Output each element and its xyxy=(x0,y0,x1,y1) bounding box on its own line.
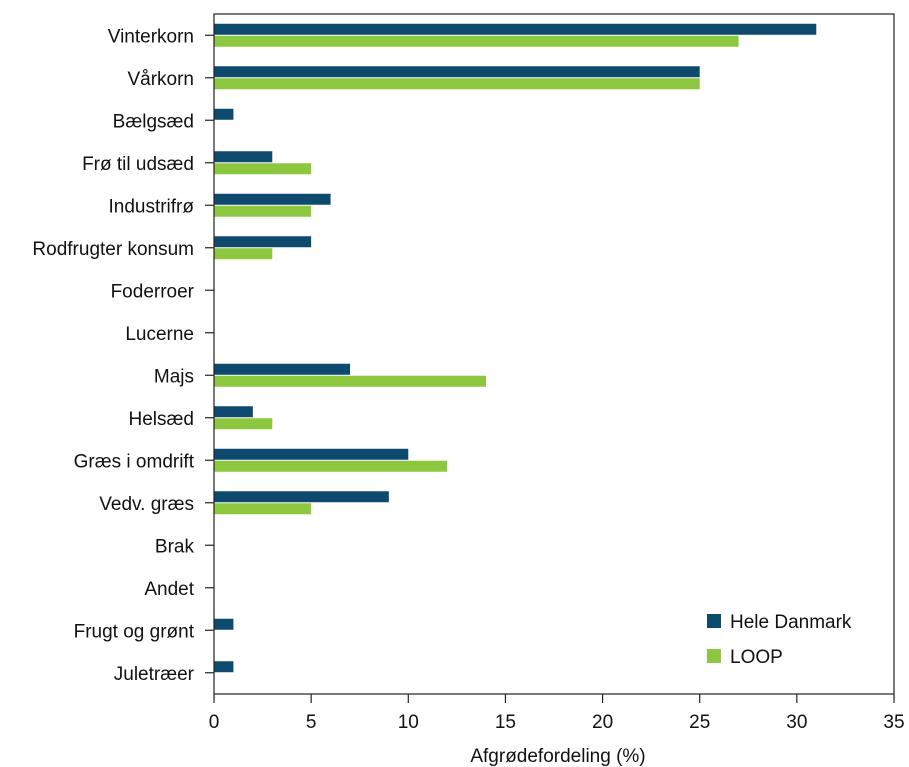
bar-hele-danmark-va-rkorn xyxy=(214,66,700,78)
x-tick-label-10: 10 xyxy=(398,712,419,733)
bar-hele-danmark-frugt-og-gr-nt xyxy=(214,618,234,630)
bar-loop-va-rkorn xyxy=(214,78,700,90)
bar-hele-danmark-juletr-er xyxy=(214,661,234,673)
legend-swatch-hele-danmark xyxy=(707,614,721,628)
bar-loop-gr-s-i-omdrift xyxy=(214,460,448,472)
category-label-gr-s-i-omdrift: Græs i omdrift xyxy=(74,451,195,472)
x-tick-label-35: 35 xyxy=(883,712,904,733)
bar-loop-majs xyxy=(214,375,486,387)
x-tick-label-5: 5 xyxy=(306,712,317,733)
x-axis-title: Afgrødefordeling (%) xyxy=(470,746,645,767)
bar-loop-fr-til-uds-d xyxy=(214,163,312,175)
category-label-rodfrugter-konsum: Rodfrugter konsum xyxy=(32,239,194,260)
plot-frame xyxy=(213,13,895,695)
category-label-hels-d: Helsæd xyxy=(129,409,194,430)
bar-loop-vinterkorn xyxy=(214,35,739,47)
bar-hele-danmark-b-lgs-d xyxy=(214,108,234,120)
bar-hele-danmark-industrifr xyxy=(214,193,331,205)
x-tick-label-0: 0 xyxy=(209,712,220,733)
labels-layer: Vinterkorn Vårkorn Bælgsæd Frø til udsæd Ind… xyxy=(32,26,904,733)
bar-hele-danmark-vedv-gr-s xyxy=(214,491,389,503)
bar-hele-danmark-majs xyxy=(214,363,350,375)
category-label-lucerne: Lucerne xyxy=(125,324,194,345)
x-tick-label-15: 15 xyxy=(495,712,516,733)
category-label-vinterkorn: Vinterkorn xyxy=(108,26,194,47)
category-label-brak: Brak xyxy=(155,536,195,557)
category-label-va-rkorn: Vårkorn xyxy=(127,69,194,90)
category-label-majs: Majs xyxy=(154,366,194,387)
legend: Hele Danmark LOOP xyxy=(707,612,852,668)
bar-hele-danmark-hels-d xyxy=(214,406,253,418)
category-label-b-lgs-d: Bælgsæd xyxy=(113,111,194,132)
x-tick-label-30: 30 xyxy=(786,712,807,733)
bar-hele-danmark-gr-s-i-omdrift xyxy=(214,448,409,460)
bars-layer xyxy=(214,23,817,673)
category-label-foderroer: Foderroer xyxy=(111,281,195,302)
x-tick-label-25: 25 xyxy=(689,712,710,733)
category-label-vedv-gr-s: Vedv. græs xyxy=(99,494,194,515)
category-label-juletr-er: Juletræer xyxy=(114,664,195,685)
category-label-andet: Andet xyxy=(144,579,194,600)
bar-hele-danmark-vinterkorn xyxy=(214,23,817,35)
bar-hele-danmark-fr-til-uds-d xyxy=(214,151,273,163)
legend-swatch-loop xyxy=(707,649,721,663)
bar-loop-rodfrugter-konsum xyxy=(214,248,273,260)
category-label-fr-til-uds-d: Frø til udsæd xyxy=(82,154,194,175)
bar-hele-danmark-rodfrugter-konsum xyxy=(214,236,312,248)
bar-loop-vedv-gr-s xyxy=(214,503,312,515)
category-label-industrifr: Industrifrø xyxy=(108,196,194,217)
category-label-frugt-og-gr-nt: Frugt og grønt xyxy=(74,621,195,642)
x-tick-label-20: 20 xyxy=(592,712,613,733)
bar-loop-hels-d xyxy=(214,418,273,430)
axes-layer xyxy=(205,13,895,703)
bar-loop-industrifr xyxy=(214,205,312,217)
legend-label-hele-danmark: Hele Danmark xyxy=(730,612,852,633)
legend-label-loop: LOOP xyxy=(730,647,783,668)
